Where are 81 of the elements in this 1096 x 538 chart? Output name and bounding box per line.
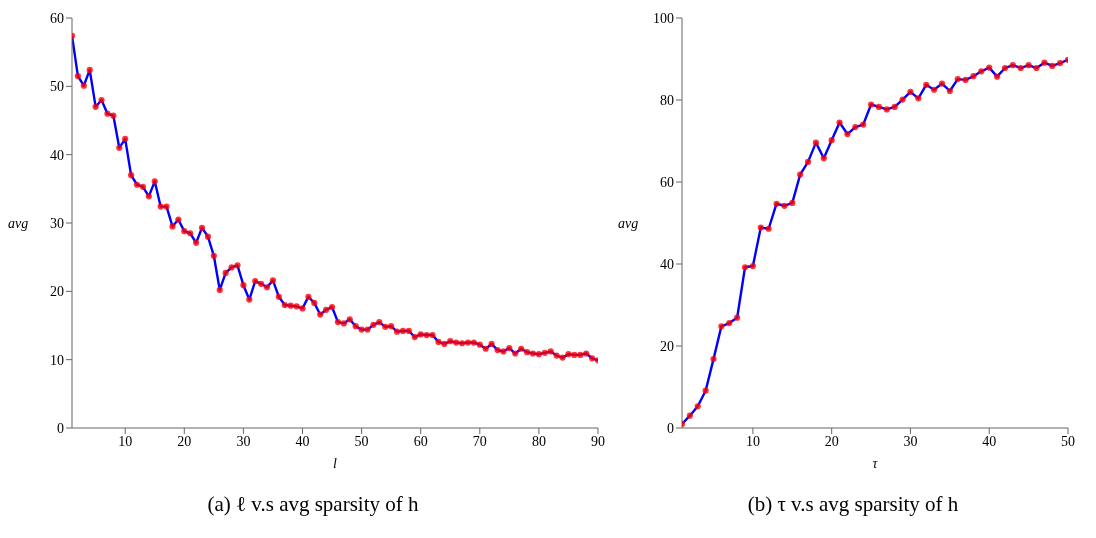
point [860, 121, 867, 128]
point [915, 95, 922, 102]
point [789, 199, 796, 207]
point [757, 224, 764, 231]
point [1001, 64, 1009, 72]
y-tick-label: 30 [50, 215, 64, 231]
point [1049, 62, 1056, 70]
point [773, 200, 780, 207]
y-tick-label: 60 [50, 10, 64, 26]
x-tick-label: 30 [236, 433, 251, 449]
x-axis-title: τ [872, 456, 879, 471]
y-tick-label: 20 [50, 284, 64, 300]
x-tick-label: 50 [354, 433, 369, 449]
y-tick-label: 10 [50, 352, 64, 368]
point [765, 225, 772, 232]
x-tick-label: 80 [531, 433, 546, 449]
y-tick-label: 0 [57, 420, 64, 436]
point [938, 80, 946, 87]
point [710, 356, 717, 363]
point [781, 202, 788, 209]
y-tick-label: 20 [660, 338, 674, 354]
point [883, 106, 890, 113]
point [954, 75, 961, 83]
point [923, 81, 930, 88]
y-tick-label: 60 [660, 174, 674, 190]
point [986, 64, 993, 71]
x-tick-label: 90 [591, 433, 605, 449]
point [836, 119, 843, 126]
point [844, 130, 851, 138]
point [1033, 64, 1040, 72]
x-tick-label: 10 [118, 433, 133, 449]
y-tick-label: 100 [653, 10, 674, 26]
point [734, 314, 741, 321]
y-tick-label: 0 [667, 420, 674, 436]
point [962, 76, 969, 84]
x-tick-label: 50 [1061, 433, 1075, 449]
point [718, 323, 725, 330]
point [797, 171, 804, 178]
point [820, 155, 827, 162]
point [828, 137, 835, 144]
x-tick-label: 20 [177, 433, 192, 449]
point [686, 412, 693, 419]
point [994, 73, 1001, 80]
point [970, 73, 977, 80]
x-tick-label: 40 [982, 433, 997, 449]
point [867, 101, 875, 108]
x-tick-label: 60 [413, 433, 428, 449]
point [946, 87, 953, 95]
point [694, 403, 701, 410]
point [891, 103, 898, 111]
point [812, 139, 820, 146]
point [726, 319, 733, 327]
x-tick-label: 20 [824, 433, 839, 449]
x-axis-title: l [333, 456, 338, 471]
point [1057, 60, 1064, 67]
x-tick-label: 70 [472, 433, 487, 449]
point [702, 387, 709, 394]
y-axis-title: avg [618, 215, 639, 231]
y-axis-title: avg [8, 215, 29, 231]
point [899, 96, 906, 103]
y-tick-label: 40 [50, 147, 64, 163]
x-tick-label: 10 [745, 433, 760, 449]
y-tick-label: 50 [50, 79, 64, 95]
point [978, 68, 985, 75]
point [804, 158, 812, 166]
text: (a) ℓ v.s avg sparsity of h [206, 492, 420, 517]
y-tick-label: 80 [660, 92, 674, 108]
point [1041, 59, 1048, 66]
point [741, 264, 749, 271]
point [930, 86, 938, 93]
point [1025, 62, 1032, 69]
y-tick-label: 40 [660, 256, 674, 272]
point [852, 123, 859, 131]
point [1017, 64, 1024, 72]
x-tick-label: 30 [903, 433, 918, 449]
point [749, 262, 756, 270]
text: (b) τ v.s avg sparsity of h [746, 492, 960, 517]
x-tick-label: 40 [295, 433, 310, 449]
point [907, 88, 914, 95]
point [1009, 62, 1016, 69]
point [875, 103, 883, 111]
